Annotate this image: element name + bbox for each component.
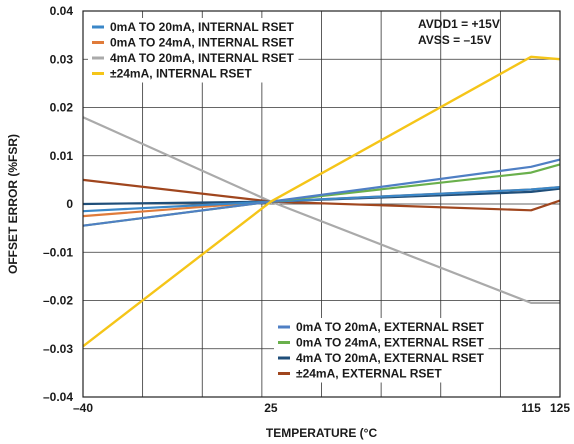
x-tick-label: –40 bbox=[73, 401, 93, 415]
annotation-line-2: AVSS = –15V bbox=[418, 33, 492, 47]
x-tick-label: 125 bbox=[550, 401, 570, 415]
x-tick-label: 25 bbox=[264, 401, 278, 415]
series-line bbox=[82, 158, 561, 227]
x-axis-label: TEMPERATURE (°C bbox=[266, 426, 378, 440]
legend-label: ±24mA, INTERNAL RSET bbox=[110, 67, 252, 81]
y-tick-label: 0.02 bbox=[50, 101, 74, 115]
supply-annotation: AVDD1 = +15V AVSS = –15V bbox=[418, 17, 500, 47]
series-line bbox=[82, 178, 561, 212]
legend-label: 4mA TO 20mA, EXTERNAL RSET bbox=[296, 351, 484, 365]
legend-label: ±24mA, EXTERNAL RSET bbox=[296, 367, 442, 381]
series-line bbox=[82, 186, 561, 213]
tick-labels: 0.04 0.03 0.02 0.01 0 –0.01 –0.02 –0.03 –0.04–40… bbox=[43, 4, 570, 415]
y-tick-label: 0 bbox=[66, 197, 73, 211]
legend-label: 0mA TO 20mA, EXTERNAL RSET bbox=[296, 320, 484, 334]
y-tick-label: 0.01 bbox=[50, 149, 74, 163]
legend-label: 0mA TO 24mA, INTERNAL RSET bbox=[110, 36, 294, 50]
y-tick-label: 0.03 bbox=[50, 52, 74, 66]
y-tick-label: –0.04 bbox=[43, 390, 73, 404]
series-line bbox=[82, 187, 561, 206]
plot-frame bbox=[82, 10, 561, 398]
y-tick-label: 0.04 bbox=[50, 4, 74, 18]
x-tick-label: 115 bbox=[521, 401, 541, 415]
legend-label: 0mA TO 20mA, INTERNAL RSET bbox=[110, 20, 294, 34]
legend-label: 4mA TO 20mA, INTERNAL RSET bbox=[110, 51, 294, 65]
y-tick-label: –0.03 bbox=[43, 342, 73, 356]
annotation-line-1: AVDD1 = +15V bbox=[418, 17, 500, 31]
series-line bbox=[82, 55, 561, 348]
legend-label: 0mA TO 24mA, EXTERNAL RSET bbox=[296, 336, 484, 350]
series-line bbox=[82, 116, 560, 304]
y-tick-label: –0.01 bbox=[43, 245, 73, 259]
legend-internal: 0mA TO 20mA, INTERNAL RSET 0mA TO 24mA, I… bbox=[88, 18, 299, 83]
y-tick-label: –0.02 bbox=[43, 294, 73, 308]
legend-external: 0mA TO 20mA, EXTERNAL RSET 0mA TO 24mA, E… bbox=[274, 318, 489, 383]
legend-box bbox=[88, 18, 299, 83]
y-axis-label: OFFSET ERROR (%FSR) bbox=[6, 134, 20, 274]
legend-box bbox=[274, 318, 489, 383]
series-layer bbox=[82, 55, 561, 348]
